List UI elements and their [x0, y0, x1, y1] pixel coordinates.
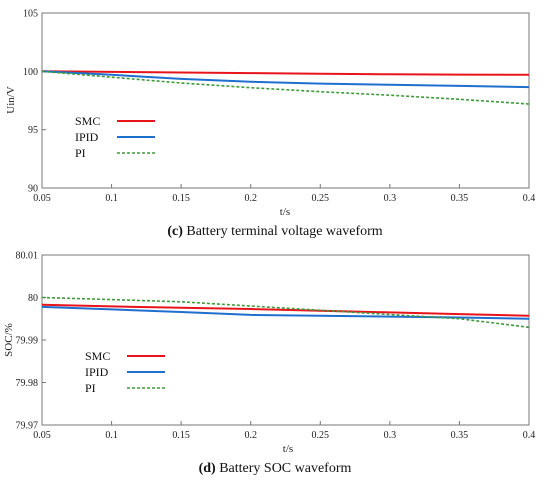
x-tick-label: 0.15 — [172, 430, 190, 441]
x-tick-label: 0.4 — [523, 430, 536, 441]
legend-voltage: SMC IPID PI — [75, 114, 155, 160]
y-tick-label: 79.99 — [16, 336, 39, 347]
legend-label-smc: SMC — [85, 349, 110, 363]
x-ticks-soc: 0.05 0.1 0.15 0.2 0.25 0.3 0.35 0.4 — [33, 421, 535, 441]
caption-soc: (d) Battery SOC waveform — [199, 461, 352, 476]
x-tick-label: 0.35 — [451, 430, 469, 441]
y-tick-label: 80 — [28, 293, 38, 304]
chart-voltage: 0.05 0.1 0.15 0.2 0.25 0.3 0.35 0.4 9095100105 … — [5, 9, 535, 240]
caption-text-voltage: Battery terminal voltage waveform — [183, 224, 383, 239]
plot-area-voltage — [41, 12, 530, 189]
series-lines-soc — [41, 296, 530, 329]
x-tick-label: 0.1 — [105, 430, 118, 441]
y-ticks-soc: 79.97 79.98 79.99 80 80.01 — [16, 251, 46, 432]
x-tick-label: 0.4 — [523, 193, 536, 204]
y-tick-label: 79.98 — [16, 378, 39, 389]
legend-label-smc: SMC — [75, 114, 100, 128]
x-axis-label-voltage: t/s — [280, 206, 290, 218]
series-lines-voltage — [41, 70, 530, 105]
y-tick-label: 95 — [28, 125, 38, 136]
series-line-smc — [41, 303, 530, 317]
series-line-pi — [41, 296, 530, 329]
y-tick-label: 79.97 — [16, 421, 39, 432]
caption-text-soc: Battery SOC waveform — [216, 461, 352, 476]
x-tick-label: 0.1 — [105, 193, 118, 204]
x-ticks-voltage: 0.05 0.1 0.15 0.2 0.25 0.3 0.35 0.4 — [33, 184, 535, 204]
legend-label-ipid: IPID — [85, 365, 109, 379]
x-tick-label: 0.3 — [384, 430, 397, 441]
y-tick-label: 90 — [28, 184, 38, 195]
x-tick-label: 0.25 — [312, 430, 330, 441]
y-axis-label-soc: SOC/% — [3, 323, 15, 357]
y-axis-label-voltage: Uin/V — [5, 86, 17, 114]
chart-soc: 0.05 0.1 0.15 0.2 0.25 0.3 0.35 0.4 79.9779.987… — [3, 251, 535, 477]
x-tick-label: 0.35 — [451, 193, 469, 204]
x-tick-label: 0.2 — [244, 193, 257, 204]
legend-soc: SMC IPID PI — [85, 349, 165, 395]
caption-label-soc: (d) — [199, 461, 216, 476]
y-tick-label: 105 — [23, 9, 38, 20]
caption-label-voltage: (c) — [167, 224, 183, 239]
x-tick-label: 0.3 — [384, 193, 397, 204]
series-line-ipid — [41, 70, 530, 89]
x-tick-label: 0.2 — [244, 430, 257, 441]
y-tick-label: 100 — [23, 67, 38, 78]
y-tick-label: 80.01 — [16, 251, 39, 262]
plot-area-soc — [41, 254, 530, 426]
x-axis-label-soc: t/s — [283, 443, 293, 455]
legend-label-pi: PI — [75, 146, 86, 160]
x-tick-label: 0.05 — [33, 193, 51, 204]
series-line-pi — [41, 70, 530, 105]
caption-voltage: (c) Battery terminal voltage waveform — [167, 224, 382, 239]
x-tick-label: 0.25 — [312, 193, 330, 204]
x-tick-label: 0.15 — [172, 193, 190, 204]
series-line-smc — [41, 70, 530, 76]
legend-label-pi: PI — [85, 381, 96, 395]
x-tick-label: 0.05 — [33, 430, 51, 441]
legend-label-ipid: IPID — [75, 130, 99, 144]
